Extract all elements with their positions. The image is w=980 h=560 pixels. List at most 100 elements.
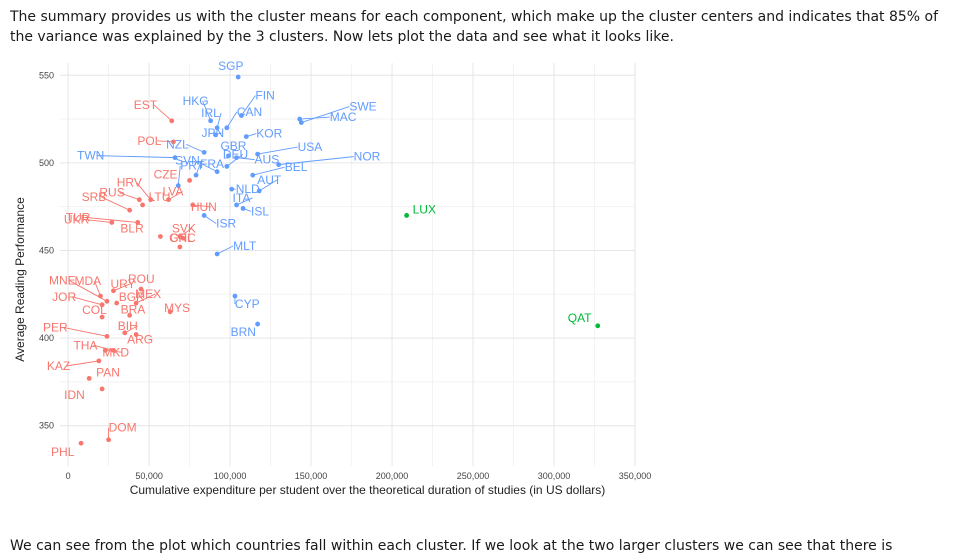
label-aus: AUS [255,153,280,167]
label-hkg: HKG [183,94,209,108]
point-grc [180,235,186,241]
point-tur [135,220,141,225]
label-aut: AUT [257,173,282,187]
label-col: COL [82,303,107,317]
point-bih [122,330,128,336]
point-mex [133,300,139,306]
label-can: CAN [237,105,262,119]
leader-line [66,360,99,367]
label-mne: MNE [49,273,76,287]
leader-line [203,215,217,224]
leader-line [62,326,108,337]
point-mda [98,293,103,299]
x-tick-label: 50,000 [135,471,163,481]
y-axis-ticks: 350 400 450 500 550 [39,70,54,430]
x-axis-ticks: 0 50,000 100,000 150,000 200,000 250,000 300,0… [66,471,652,481]
leader-line [301,106,350,124]
point-fin [239,113,244,118]
label-est: EST [134,98,158,112]
label-twn: TWN [77,149,104,163]
label-sgp: SGP [218,59,243,73]
point-nzl [201,149,207,155]
leader-line [179,228,193,237]
label-isr: ISR [216,216,236,230]
leader-line [113,283,131,292]
label-ita: ITA [233,191,251,205]
label-qat: QAT [568,311,592,325]
leader-line [241,95,256,116]
label-srb: SRB [82,190,107,204]
x-tick-label: 150,000 [295,471,328,481]
leader-line [216,112,222,128]
label-tur: TUR [66,210,91,224]
leader-line [83,219,112,223]
point-bel [250,172,256,178]
point-mne [104,298,110,304]
point-mlt [214,251,220,257]
label-usa: USA [298,140,323,154]
label-ukr: UKR [64,212,90,226]
point-hun [190,202,196,208]
point-kor [243,134,249,139]
leader-line [168,191,183,201]
label-bel: BEL [285,160,308,174]
point-rou [138,286,144,292]
y-tick-label: 400 [39,333,54,343]
point-svn [214,169,220,175]
label-swe: SWE [349,100,376,114]
point-ita [234,202,239,208]
leader-line [71,296,103,306]
x-tick-label: 350,000 [619,471,652,481]
point-dom [106,437,111,443]
leader-line [278,156,354,166]
point-ukr [109,220,115,225]
point-cyp [232,293,238,299]
label-chl: CHL [170,231,194,245]
label-kor: KOR [256,127,282,141]
point-ury [111,288,116,294]
point-nor [276,162,282,168]
point-hrv [148,197,154,203]
point-nld [229,186,235,192]
x-axis-title: Cumulative expenditure per student over … [130,483,606,497]
scatter-chart: 350 400 450 500 550 0 50,000 100,000 150,000 200… [13,59,652,497]
leader-line [135,293,156,304]
leader-line [96,155,176,159]
label-hrv: HRV [117,176,142,190]
label-tha: THA [73,338,97,352]
leader-line [236,197,253,206]
point-jor [99,302,105,308]
x-tick-label: 100,000 [214,471,247,481]
label-mlt: MLT [233,239,257,253]
leader-line [257,146,298,155]
point-mkd [102,347,108,353]
leader-line [226,154,244,167]
leader-line [93,344,114,351]
label-gbr: GBR [220,139,246,153]
label-jor: JOR [52,290,76,304]
y-tick-label: 550 [39,70,54,80]
label-svk: SVK [172,221,196,235]
point-col [99,314,105,320]
point-blr [158,234,163,239]
label-nzl: NZL [166,137,189,151]
label-prt: PRT [180,159,204,173]
label-cyp: CYP [235,297,260,311]
point-per [104,333,110,339]
point-kaz [96,358,102,364]
label-rou: ROU [128,272,155,286]
y-tick-label: 450 [39,245,54,255]
point-aus [234,155,239,161]
point-isr [201,213,207,218]
label-brn: BRN [231,325,256,339]
point-tha [111,347,116,353]
point-bra [127,312,133,318]
label-mda: MDA [74,274,101,288]
point-mac [297,116,303,122]
point-twn [172,155,178,161]
y-tick-label: 500 [39,158,54,168]
data-points [78,74,601,446]
intro-paragraph: The summary provides us with the cluster… [10,9,939,45]
point-mys [167,309,173,315]
label-mex: MEX [135,287,161,301]
